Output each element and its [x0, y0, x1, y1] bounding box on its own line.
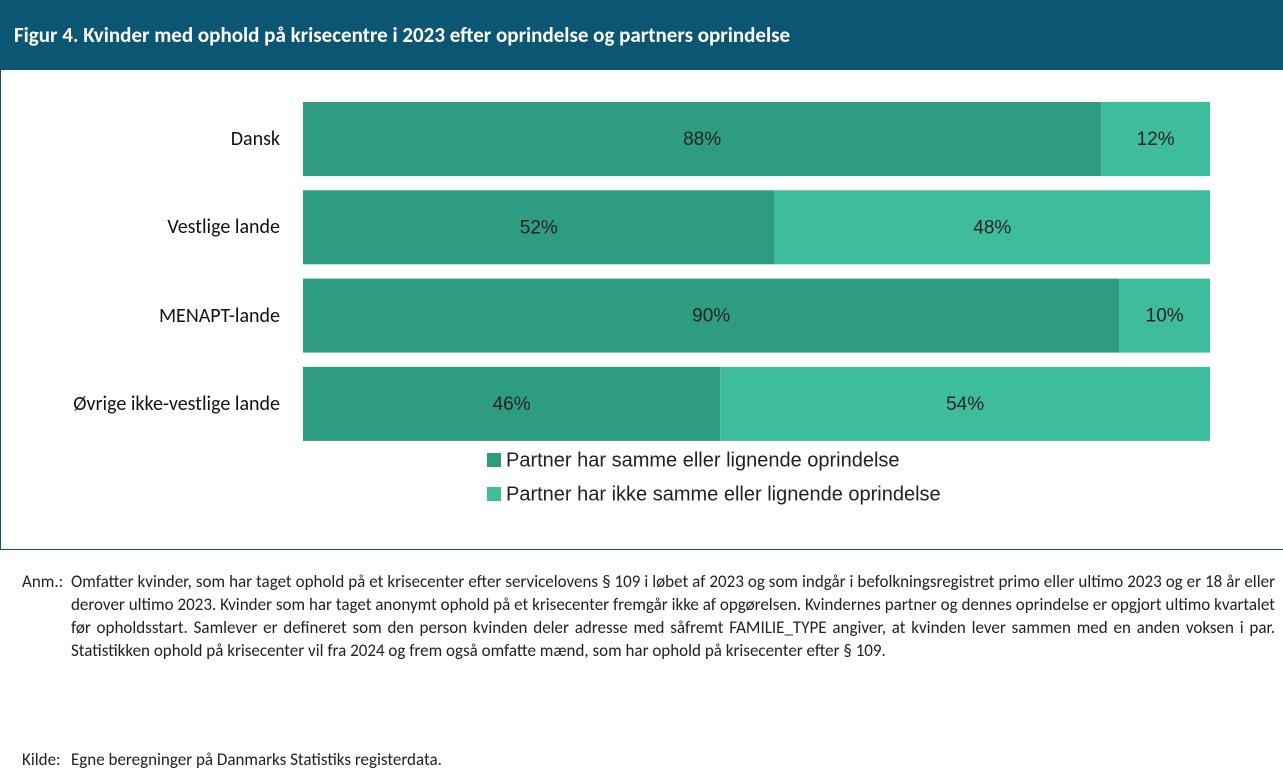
category-label: Øvrige ikke-vestlige lande	[73, 391, 280, 416]
note-text: Egne beregninger på Danmarks Statistiks …	[71, 749, 442, 769]
bar-segment	[303, 278, 1120, 353]
value-label: 12%	[1137, 129, 1175, 150]
bar-segment	[303, 366, 721, 441]
category-label: MENAPT-lande	[158, 303, 280, 328]
bar-segment	[774, 190, 1210, 265]
value-label: 48%	[973, 217, 1011, 238]
value-label: 52%	[520, 217, 558, 238]
legend-swatch	[487, 487, 501, 501]
value-label: 54%	[946, 394, 984, 415]
bar-segment	[720, 366, 1210, 441]
value-label: 90%	[692, 306, 730, 327]
bar-segment	[303, 190, 775, 265]
legend-label: Partner har ikke samme eller lignende op…	[506, 483, 941, 505]
bar-segment	[1119, 278, 1210, 353]
legend-label: Partner har samme eller lignende oprinde…	[506, 449, 900, 471]
note-label: Kilde:	[22, 749, 61, 769]
note-label: Anm.:	[22, 571, 64, 592]
legend-swatch	[487, 453, 501, 467]
category-label: Dansk	[230, 127, 280, 151]
value-label: 46%	[493, 394, 531, 415]
category-label: Vestlige lande	[167, 215, 280, 240]
bar-segment	[303, 102, 1102, 176]
chart-title: Figur 4. Kvinder med ophold på krisecent…	[0, 0, 1283, 70]
note-text: Omfatter kvinder, som har taget ophold p…	[71, 571, 1275, 661]
bar-segment	[1101, 102, 1210, 176]
value-label: 88%	[683, 129, 721, 150]
chart-frame	[0, 70, 1283, 550]
value-label: 10%	[1146, 306, 1184, 327]
